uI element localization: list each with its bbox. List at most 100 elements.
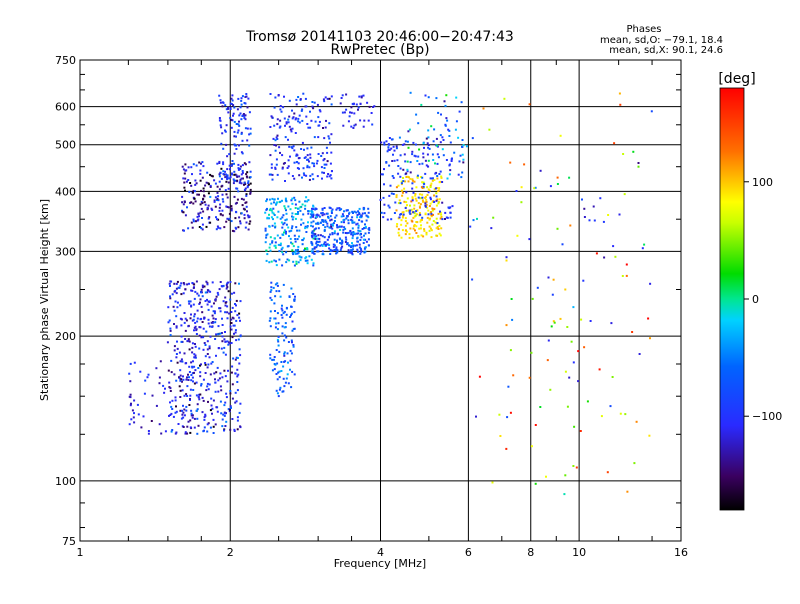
data-point xyxy=(429,202,432,205)
data-point xyxy=(274,237,276,240)
data-point xyxy=(415,232,418,234)
data-point xyxy=(471,137,474,140)
data-point xyxy=(439,141,442,144)
data-point xyxy=(186,206,188,209)
data-point xyxy=(276,338,279,341)
data-point xyxy=(398,216,401,219)
data-point xyxy=(270,299,273,301)
data-point xyxy=(234,282,237,285)
data-point xyxy=(301,141,304,144)
data-point xyxy=(268,198,271,201)
data-point xyxy=(580,318,583,321)
data-point xyxy=(201,411,204,414)
data-point xyxy=(159,360,162,363)
data-point xyxy=(237,97,240,100)
data-point xyxy=(178,351,181,354)
data-point xyxy=(393,149,396,152)
data-point xyxy=(357,210,360,213)
data-point xyxy=(144,379,147,382)
data-point xyxy=(458,110,461,113)
data-point xyxy=(350,106,353,109)
data-point xyxy=(285,306,288,309)
data-point xyxy=(219,213,222,216)
data-point xyxy=(273,259,276,262)
data-point xyxy=(631,331,634,333)
data-point xyxy=(360,214,363,217)
data-point xyxy=(431,177,434,180)
data-point xyxy=(310,241,313,243)
data-point xyxy=(199,203,202,206)
data-point xyxy=(427,129,430,132)
data-point xyxy=(624,413,627,416)
data-point xyxy=(387,204,390,207)
data-point xyxy=(200,336,203,339)
data-point xyxy=(432,140,435,143)
data-point xyxy=(216,218,218,221)
data-point xyxy=(291,175,294,177)
data-point xyxy=(240,151,243,154)
data-point xyxy=(216,162,219,165)
data-point xyxy=(411,199,414,202)
data-point xyxy=(216,191,219,194)
data-point xyxy=(200,207,203,210)
data-point xyxy=(295,153,298,156)
data-point xyxy=(193,297,196,300)
data-point xyxy=(427,136,430,139)
data-point xyxy=(291,329,294,332)
data-point xyxy=(308,210,311,213)
data-point xyxy=(350,111,353,114)
data-point xyxy=(299,98,302,101)
data-point xyxy=(322,159,325,162)
data-point xyxy=(218,180,221,183)
data-point xyxy=(270,115,273,118)
data-point xyxy=(196,417,199,420)
data-point xyxy=(401,216,404,219)
data-point xyxy=(278,126,281,129)
data-point xyxy=(281,316,284,319)
data-point xyxy=(225,396,228,399)
data-point xyxy=(439,217,442,220)
data-point xyxy=(431,209,434,212)
data-point xyxy=(179,389,182,392)
data-point xyxy=(418,163,421,166)
data-point xyxy=(432,213,434,216)
data-point xyxy=(398,234,401,237)
data-point xyxy=(347,251,350,254)
data-point xyxy=(433,188,436,191)
data-point xyxy=(208,345,211,348)
data-point xyxy=(276,173,279,176)
data-point xyxy=(218,162,221,164)
data-point xyxy=(227,181,230,184)
data-point xyxy=(221,132,224,135)
data-point xyxy=(184,431,187,434)
data-point xyxy=(234,372,237,375)
data-point xyxy=(244,102,247,105)
data-point xyxy=(308,160,310,163)
data-point xyxy=(582,279,585,282)
data-point xyxy=(420,186,423,189)
data-point xyxy=(316,244,319,247)
data-point xyxy=(249,192,252,195)
data-point xyxy=(192,360,194,363)
data-point xyxy=(450,160,453,162)
data-point xyxy=(433,194,435,197)
data-point xyxy=(419,213,422,216)
data-point xyxy=(176,361,179,364)
data-point xyxy=(169,327,172,330)
data-point xyxy=(207,217,210,220)
data-point xyxy=(319,244,322,247)
data-point xyxy=(309,174,312,177)
data-point xyxy=(357,108,359,111)
data-point xyxy=(310,221,313,224)
y-tick-label: 500 xyxy=(55,139,76,152)
data-point xyxy=(174,399,177,402)
x-tick-label: 10 xyxy=(572,546,586,559)
data-point xyxy=(162,384,165,387)
data-point xyxy=(298,235,300,238)
data-point xyxy=(179,396,182,398)
data-point xyxy=(243,188,246,191)
data-point xyxy=(400,236,403,239)
data-point xyxy=(220,126,223,129)
data-point xyxy=(343,111,346,114)
data-point xyxy=(347,249,350,252)
